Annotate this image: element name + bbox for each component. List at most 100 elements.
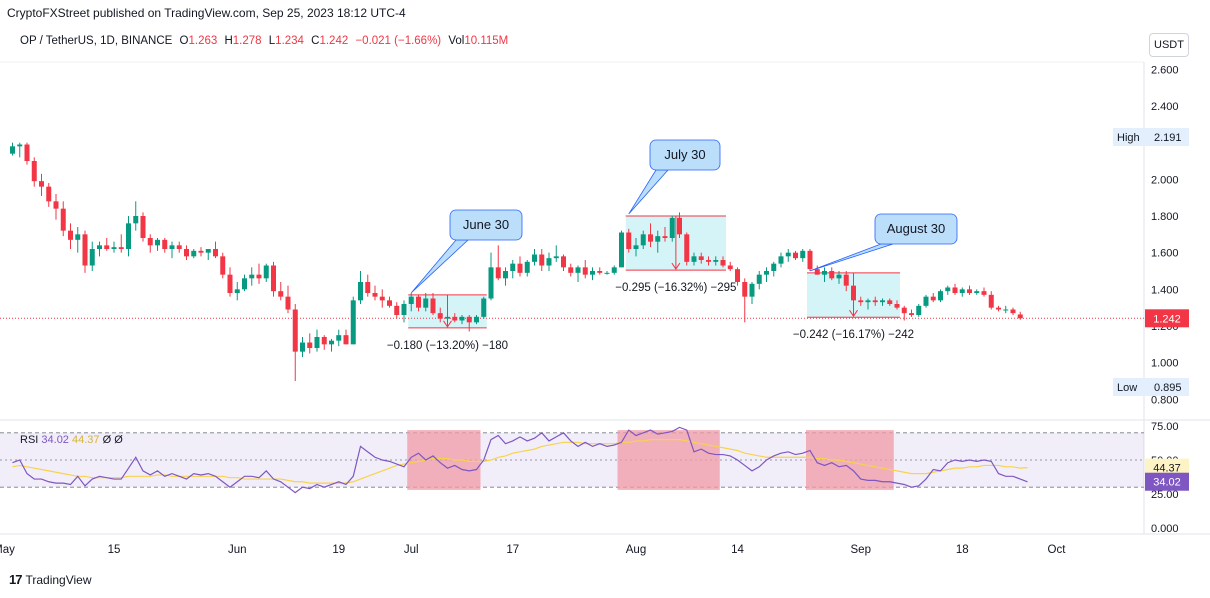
candle-body	[764, 271, 769, 275]
candle-body	[930, 296, 936, 301]
candle-body	[988, 294, 994, 308]
rsi-ma-value: 44.37	[1153, 463, 1181, 475]
candle-body	[213, 249, 218, 257]
tradingview-footer[interactable]: 17 TradingView	[9, 572, 92, 587]
candle-body	[474, 316, 479, 323]
candle-body	[408, 296, 414, 304]
candle-body	[546, 258, 552, 266]
candle-body	[1010, 309, 1016, 314]
candle-body	[256, 274, 262, 279]
rsi-legend-extra: Ø	[111, 434, 123, 446]
time-axis-tick: 17	[506, 544, 519, 556]
candle-body	[285, 296, 291, 310]
candle-body	[619, 232, 624, 268]
candle-body	[785, 252, 791, 257]
candle-body	[938, 291, 943, 301]
candle-body	[822, 271, 827, 275]
candle-body	[220, 256, 226, 275]
candle-body	[118, 247, 124, 249]
high-number: 1.278	[232, 35, 262, 47]
candle-body	[568, 267, 574, 273]
candle-body	[952, 287, 958, 293]
candle-body	[416, 296, 421, 308]
candle-body	[379, 296, 385, 301]
candle-body	[263, 265, 269, 279]
candle-body	[771, 263, 777, 271]
callout-pointer	[628, 169, 669, 215]
rsi-ma-line	[12, 439, 1028, 484]
candle-body	[365, 282, 371, 293]
high-price-label-value: 2.191	[1154, 132, 1182, 144]
time-axis-tick: Sep	[851, 544, 871, 556]
candle-body	[590, 271, 595, 275]
candle-body	[916, 305, 922, 315]
callout-box	[649, 139, 721, 171]
rsi-axis-tick: 0.000	[1151, 523, 1179, 535]
last-price-badge	[1145, 309, 1189, 328]
candle-body	[626, 232, 632, 249]
candle-body	[880, 300, 885, 303]
candle-body	[191, 250, 197, 257]
candle-body	[184, 249, 189, 257]
candle-body	[836, 274, 842, 279]
candle-body	[778, 256, 784, 264]
currency-button[interactable]: USDT	[1149, 33, 1189, 57]
candle-body	[89, 249, 95, 266]
candle-body	[60, 208, 66, 231]
rsi-highlight-box	[806, 430, 894, 490]
candle-body	[503, 271, 508, 279]
candle-body	[155, 239, 160, 246]
candle-body	[633, 245, 639, 249]
candle-body	[539, 254, 545, 266]
candle-body	[307, 342, 313, 348]
price-axis-tick: 1.400	[1151, 284, 1179, 296]
candle-body	[358, 282, 363, 301]
candle-body	[945, 287, 951, 292]
open-number: 1.263	[188, 35, 218, 47]
candle-body	[205, 249, 211, 253]
candle-body	[865, 300, 871, 303]
time-axis-tick: 19	[332, 544, 345, 556]
candle-body	[901, 307, 907, 314]
candle-body	[394, 305, 400, 315]
candle-body	[39, 181, 44, 187]
candle-body	[677, 217, 682, 235]
candle-body	[350, 300, 356, 345]
price-range-label: −0.180 (−13.20%) −180	[387, 340, 508, 352]
rsi-highlight-box	[407, 430, 481, 490]
candle-body	[17, 144, 23, 147]
price-axis-tick: 2.000	[1151, 174, 1179, 186]
candle-body	[959, 289, 965, 293]
candle-body	[198, 250, 204, 253]
candle-body	[684, 234, 690, 262]
candle-body	[314, 337, 320, 348]
rsi-legend-name: RSI	[20, 434, 38, 446]
candle-body	[271, 265, 276, 292]
candle-body	[488, 267, 494, 299]
high-price-label-caption: High	[1117, 132, 1140, 144]
symbol-name[interactable]: OP / TetherUS, 1D, BINANCE	[20, 35, 173, 47]
time-axis-tick: 15	[108, 544, 121, 556]
callout-pointer	[410, 239, 470, 294]
candle-body	[967, 289, 972, 293]
price-range-arrow-head	[671, 262, 681, 270]
candle-body	[481, 298, 487, 317]
candle-body	[10, 146, 15, 154]
close-label: C	[311, 35, 320, 47]
callout-date-label: August 30	[887, 221, 946, 236]
price-axis-tick: 2.400	[1151, 101, 1179, 113]
candle-body	[800, 250, 806, 259]
candle-body	[727, 265, 733, 270]
candle-body	[720, 260, 726, 266]
candle-body	[640, 234, 646, 246]
candle-body	[452, 316, 458, 321]
candle-body	[162, 239, 168, 249]
candle-body	[575, 267, 581, 273]
candle-body	[604, 272, 610, 274]
candle-body	[46, 186, 52, 202]
candle-body	[321, 337, 327, 345]
time-axis-tick: Jul	[404, 544, 419, 556]
tradingview-logo-icon: 17	[9, 572, 23, 587]
price-axis-tick: 0.800	[1151, 394, 1179, 406]
